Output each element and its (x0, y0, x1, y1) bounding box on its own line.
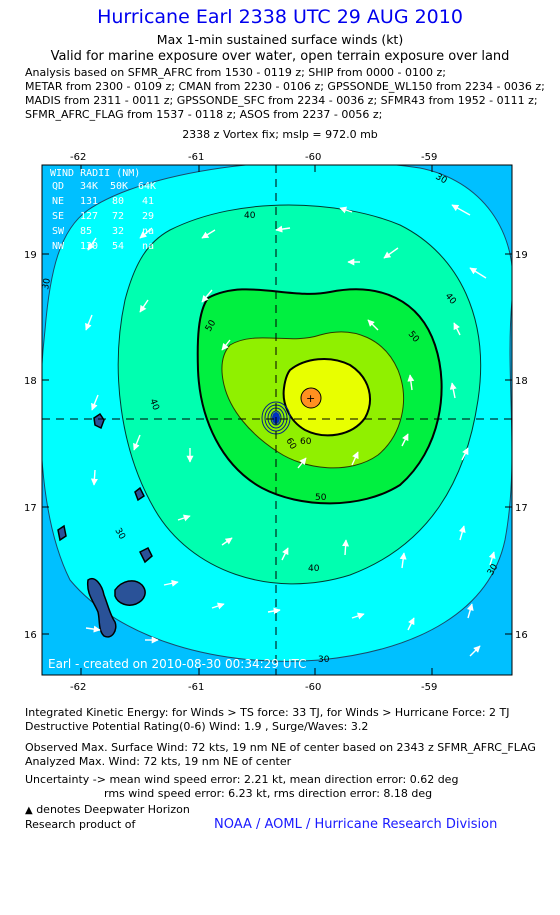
lat-tick-right: 17 (515, 503, 528, 514)
svg-text:na: na (142, 226, 154, 237)
contour-label-40: 40 (147, 398, 160, 412)
svg-text:34K: 34K (80, 181, 98, 192)
deepwater-legend-label: denotes Deepwater Horizon (36, 803, 190, 816)
uncertainty-line-1: Uncertainty -> mean wind speed error: 2.… (25, 773, 459, 786)
svg-text:127: 127 (80, 211, 98, 222)
svg-text:SW: SW (52, 226, 65, 237)
wind-vectors (85, 204, 496, 657)
lat-tick-left: 16 (24, 630, 37, 641)
page-title: Hurricane Earl 2338 UTC 29 AUG 2010 (97, 6, 463, 28)
svg-text:130: 130 (80, 241, 98, 252)
vortex-fix: 2338 z Vortex fix; mslp = 972.0 mb (182, 128, 378, 141)
svg-text:41: 41 (142, 196, 154, 207)
svg-text:80: 80 (112, 196, 124, 207)
contour-label-50: 50 (315, 493, 327, 503)
triangle-icon: ▲ (25, 805, 33, 816)
contour-label-40: 40 (308, 564, 320, 574)
lon-tick-bottom: -59 (421, 682, 437, 693)
svg-text:50K: 50K (110, 181, 128, 192)
analysis-line-2: METAR from 2300 - 0109 z; CMAN from 2230… (25, 80, 545, 93)
svg-text:54: 54 (112, 241, 124, 252)
svg-text:85: 85 (80, 226, 92, 237)
lon-tick-top: -59 (421, 152, 437, 163)
lon-tick-bottom: -61 (188, 682, 204, 693)
contour-label-40: 40 (244, 211, 256, 221)
lat-tick-right: 16 (515, 630, 528, 641)
contour-label-30: 30 (318, 655, 330, 665)
analysis-line-4: SFMR_AFRC_FLAG from 1537 - 0118 z; ASOS … (25, 108, 383, 121)
svg-text:29: 29 (142, 211, 154, 222)
research-label: Research product of (25, 818, 136, 831)
observed-max-wind: Observed Max. Surface Wind: 72 kts, 19 n… (25, 741, 536, 754)
uncertainty-line-2: rms wind speed error: 6.23 kt, rms direc… (104, 787, 433, 800)
contour-label-30: 30 (41, 277, 53, 290)
svg-text:131: 131 (80, 196, 98, 207)
analysis-line-3: MADIS from 2311 - 0011 z; GPSSONDE_SFC f… (25, 94, 538, 107)
svg-text:NW: NW (52, 241, 65, 252)
axis-labels: -62 -61 -60 -59 -62 -61 -60 -59 19 18 17… (24, 152, 528, 693)
page-subtitle: Max 1-min sustained surface winds (kt) (156, 32, 404, 47)
map-credit: Earl - created on 2010-08-30 00:34:29 UT… (48, 657, 307, 671)
land-islands (57, 412, 153, 638)
lon-tick-top: -62 (70, 152, 86, 163)
lon-tick-top: -60 (305, 152, 321, 163)
island-grande-terre (114, 580, 146, 606)
contour-label-60: 60 (300, 437, 312, 447)
lon-tick-top: -61 (188, 152, 204, 163)
lat-tick-left: 18 (24, 376, 37, 387)
plot-frame (41, 164, 513, 676)
svg-text:32: 32 (112, 226, 124, 237)
island-north (57, 524, 67, 542)
wind-radii-table: WIND RADII (NM) QD 34K 50K 64K NE 131 80… (50, 168, 156, 252)
island-guadeloupe (86, 578, 117, 638)
wind-radii-title: WIND RADII (NM) (50, 168, 140, 179)
analysis-line-1: Analysis based on SFMR_AFRC from 1530 - … (25, 66, 446, 79)
max-wind-marker: + (306, 392, 315, 405)
svg-text:SE: SE (52, 211, 64, 222)
wind-field-map: + (24, 152, 528, 693)
svg-text:QD: QD (52, 181, 64, 192)
org-link[interactable]: NOAA / AOML / Hurricane Research Divisio… (214, 817, 498, 832)
svg-text:72: 72 (112, 211, 124, 222)
contour-fill-64 (282, 358, 371, 437)
island-la-desirade (134, 486, 145, 502)
svg-text:64K: 64K (138, 181, 156, 192)
island-marie-galante (138, 546, 153, 564)
lat-tick-left: 19 (24, 250, 37, 261)
analyzed-max-wind: Analyzed Max. Wind: 72 kts, 19 nm NE of … (25, 755, 292, 768)
ike-line: Integrated Kinetic Energy: for Winds > T… (25, 706, 510, 719)
lon-tick-bottom: -60 (305, 682, 321, 693)
lon-tick-bottom: -62 (70, 682, 86, 693)
lat-tick-right: 18 (515, 376, 528, 387)
svg-text:na: na (142, 241, 154, 252)
deepwater-legend: ▲ denotes Deepwater Horizon (25, 803, 190, 818)
svg-text:NE: NE (52, 196, 64, 207)
island-dominica (93, 412, 105, 430)
valid-note: Valid for marine exposure over water, op… (50, 49, 510, 64)
dpr-line: Destructive Potential Rating(0-6) Wind: … (25, 720, 369, 733)
tick-marks (42, 165, 512, 675)
lat-tick-right: 19 (515, 250, 528, 261)
lat-tick-left: 17 (24, 503, 37, 514)
max-wind-core (300, 387, 322, 409)
